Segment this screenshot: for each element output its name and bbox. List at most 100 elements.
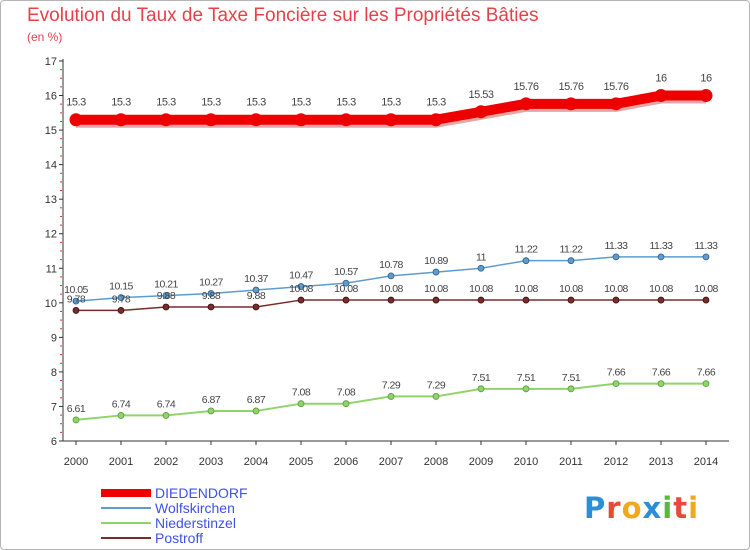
- x-tick-label-2001: 2001: [109, 456, 133, 468]
- x-tick-label-2002: 2002: [154, 456, 178, 468]
- x-tick-label-2000: 2000: [64, 456, 88, 468]
- data-label-wolfskirchen-2003: 10.27: [199, 276, 223, 288]
- point-diedendorf-2001: [114, 113, 128, 127]
- x-tick-label-2008: 2008: [424, 456, 448, 468]
- y-tick-label-6: 12: [45, 229, 57, 241]
- data-label-wolfskirchen-2012: 11.33: [605, 240, 629, 252]
- point-diedendorf-2004: [249, 113, 263, 127]
- y-tick-label-7: 13: [45, 194, 57, 206]
- point-wolfskirchen-2008: [432, 268, 440, 276]
- data-label-postroff-2008: 10.08: [424, 283, 448, 295]
- data-label-diedendorf-2003: 15.3: [201, 97, 221, 109]
- point-postroff-2012: [612, 296, 620, 304]
- y-tick-label-9: 15: [45, 125, 57, 137]
- logo-letter-4: i: [662, 491, 674, 525]
- data-label-wolfskirchen-2010: 11.22: [515, 244, 539, 256]
- y-tick-label-11: 17: [45, 56, 57, 68]
- data-label-diedendorf-2012: 15.76: [603, 81, 628, 93]
- legend-item-postroff: Postroff: [101, 530, 361, 546]
- point-diedendorf-2014: [699, 89, 713, 103]
- chart-unit: (en %): [27, 30, 63, 44]
- data-label-wolfskirchen-2011: 11.22: [560, 244, 584, 256]
- logo-letter-2: o: [621, 491, 643, 525]
- data-label-diedendorf-2006: 15.3: [336, 97, 356, 109]
- logo-letter-3: x: [642, 491, 663, 525]
- data-label-wolfskirchen-2002: 10.21: [154, 279, 178, 291]
- data-label-wolfskirchen-2007: 10.78: [379, 259, 403, 271]
- x-tick-label-2014: 2014: [694, 456, 718, 468]
- data-label-postroff-2003: 9.88: [202, 290, 221, 302]
- data-label-diedendorf-2013: 16: [655, 73, 667, 85]
- logo-letter-1: r: [606, 491, 622, 525]
- point-diedendorf-2011: [564, 97, 578, 111]
- data-label-niederstinzel-2008: 7.29: [427, 379, 446, 391]
- point-diedendorf-2002: [159, 113, 173, 127]
- point-niederstinzel-2013: [657, 380, 665, 388]
- point-wolfskirchen-2005: [297, 283, 305, 290]
- legend-swatch-diedendorf: [101, 489, 151, 497]
- data-label-postroff-2010: 10.08: [514, 283, 538, 295]
- point-niederstinzel-2005: [297, 400, 305, 408]
- y-tick-label-0: 6: [51, 436, 57, 448]
- legend-item-niederstinzel: Niederstinzel: [101, 515, 361, 531]
- point-diedendorf-2009: [474, 105, 488, 119]
- x-tick-label-2013: 2013: [649, 456, 673, 468]
- data-label-postroff-2007: 10.08: [379, 283, 403, 295]
- point-postroff-2008: [432, 296, 440, 304]
- data-label-diedendorf-2005: 15.3: [291, 97, 311, 109]
- data-label-wolfskirchen-2013: 11.33: [650, 240, 674, 252]
- point-postroff-2001: [117, 307, 125, 314]
- y-tick-label-1: 7: [51, 401, 57, 413]
- point-postroff-2009: [477, 296, 485, 304]
- data-label-diedendorf-2007: 15.3: [381, 97, 401, 109]
- x-tick-label-2004: 2004: [244, 456, 268, 468]
- data-label-diedendorf-2002: 15.3: [156, 97, 176, 109]
- x-tick-label-2005: 2005: [289, 456, 313, 468]
- data-label-postroff-2001: 9.78: [112, 293, 131, 305]
- data-label-niederstinzel-2013: 7.66: [652, 367, 671, 379]
- point-postroff-2004: [252, 303, 260, 311]
- data-label-wolfskirchen-2004: 10.37: [244, 273, 268, 285]
- point-postroff-2013: [657, 296, 665, 304]
- point-niederstinzel-2006: [342, 400, 350, 408]
- point-niederstinzel-2000: [72, 416, 80, 424]
- point-wolfskirchen-2009: [477, 264, 485, 272]
- legend-label-niederstinzel: Niederstinzel: [155, 515, 236, 531]
- data-label-postroff-2002: 9.88: [157, 290, 176, 302]
- legend-item-wolfskirchen: Wolfskirchen: [101, 500, 361, 516]
- data-label-diedendorf-2004: 15.3: [246, 97, 266, 109]
- point-niederstinzel-2009: [477, 385, 485, 393]
- logo-letter-0: P: [584, 491, 607, 525]
- data-label-niederstinzel-2005: 7.08: [292, 387, 311, 399]
- proxiti-logo: Proxiti: [584, 491, 699, 525]
- legend-swatch-niederstinzel: [101, 522, 151, 524]
- point-niederstinzel-2002: [162, 412, 170, 419]
- point-wolfskirchen-2014: [702, 253, 710, 261]
- data-label-wolfskirchen-2006: 10.57: [334, 266, 358, 278]
- point-postroff-2007: [387, 296, 395, 304]
- data-label-diedendorf-2001: 15.3: [111, 97, 131, 109]
- data-label-niederstinzel-2009: 7.51: [472, 372, 491, 384]
- data-label-niederstinzel-2007: 7.29: [382, 379, 401, 391]
- data-label-wolfskirchen-2000: 10.05: [64, 284, 88, 296]
- data-label-postroff-2000: 9.78: [67, 293, 86, 305]
- data-label-niederstinzel-2002: 6.74: [157, 398, 176, 410]
- data-label-niederstinzel-2000: 6.61: [67, 403, 86, 415]
- data-label-postroff-2006: 10.08: [334, 283, 358, 295]
- point-diedendorf-2000: [69, 113, 83, 127]
- legend-swatch-postroff: [101, 537, 151, 539]
- point-niederstinzel-2011: [567, 385, 575, 393]
- point-wolfskirchen-2012: [612, 253, 620, 261]
- y-tick-label-8: 14: [45, 160, 57, 172]
- point-niederstinzel-2012: [612, 380, 620, 388]
- point-diedendorf-2012: [609, 97, 623, 111]
- data-label-wolfskirchen-2014: 11.33: [695, 240, 719, 252]
- data-label-diedendorf-2010: 15.76: [513, 81, 538, 93]
- data-label-postroff-2013: 10.08: [649, 283, 673, 295]
- point-postroff-2014: [702, 296, 710, 304]
- point-niederstinzel-2004: [252, 407, 260, 415]
- point-wolfskirchen-2006: [342, 279, 350, 287]
- data-label-diedendorf-2011: 15.76: [558, 81, 583, 93]
- logo-letter-6: i: [688, 491, 700, 525]
